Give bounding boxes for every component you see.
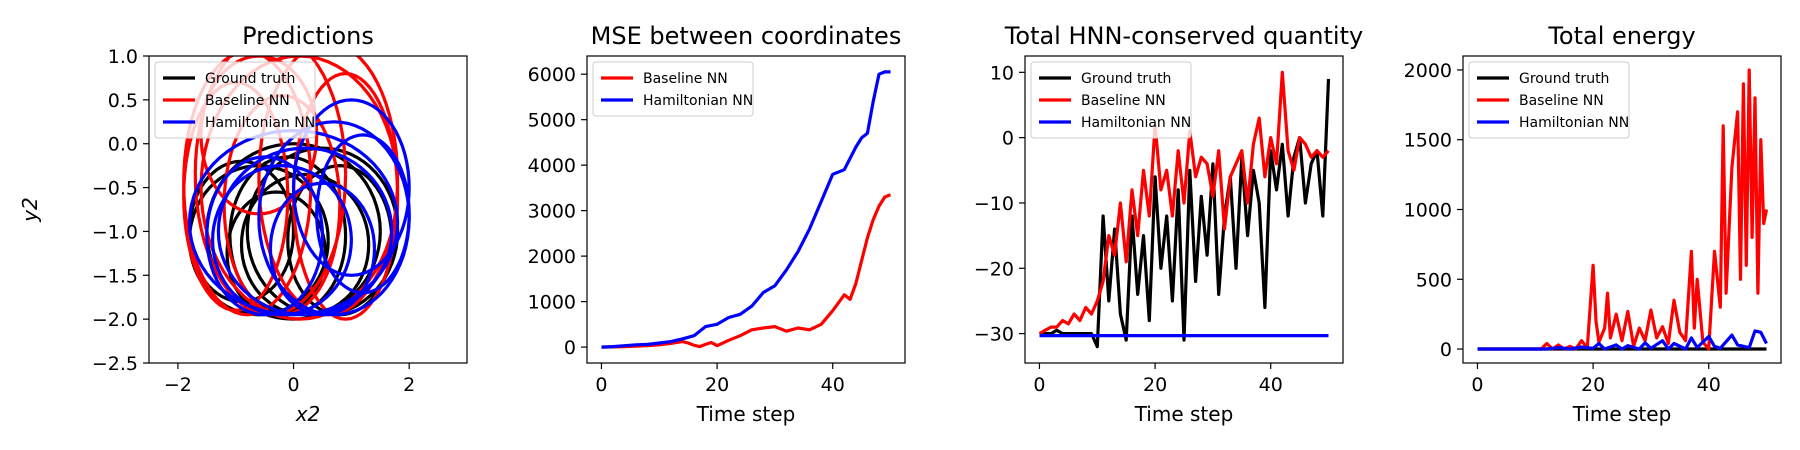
y-tick-label: 0.5 <box>108 90 138 112</box>
x-tick-label: 40 <box>821 374 845 396</box>
y-tick-label: −1.5 <box>92 265 138 287</box>
y-tick-label: 2000 <box>528 246 576 268</box>
plot-area <box>1038 70 1331 349</box>
legend-label-ground-truth: Ground truth <box>205 71 295 87</box>
y-axis-label: y2 <box>18 197 42 223</box>
plot-area <box>601 70 892 349</box>
series-line-hamiltonian-nn <box>216 146 394 317</box>
series-line-baseline-nn <box>193 56 348 317</box>
chart-title: Total energy <box>1547 22 1695 50</box>
x-tick-label: 0 <box>1033 374 1045 396</box>
y-tick-label: 1000 <box>1404 200 1452 222</box>
series-line-hamiltonian-nn <box>1477 329 1768 351</box>
y-tick-label: 6000 <box>528 64 576 86</box>
y-tick-label: −20 <box>974 258 1014 280</box>
legend: Ground truth Baseline NN Hamiltonian NN <box>1030 61 1192 139</box>
x-tick-label: 20 <box>1581 374 1605 396</box>
y-tick-label: −30 <box>974 324 1014 346</box>
legend-label-hamiltonian-nn: Hamiltonian NN <box>205 115 315 131</box>
x-axis-label: Time step <box>1134 402 1234 426</box>
legend-label-ground-truth: Ground truth <box>1081 71 1171 87</box>
y-tick-label: 1000 <box>528 292 576 314</box>
x-axis-label: x2 <box>295 402 321 426</box>
y-tick-label: −10 <box>974 193 1014 215</box>
y-tick-label: −1.0 <box>92 221 138 243</box>
panel-mse: 0 20 40 0 1000 2000 3000 4000 5000 6000 MSE betwee… <box>528 22 906 426</box>
axes-frame <box>586 55 906 364</box>
series-line-ground-truth <box>1039 78 1331 349</box>
y-tick-label: 0 <box>564 337 576 359</box>
legend-box <box>154 61 316 139</box>
axes-frame <box>1024 55 1344 364</box>
y-tick-label: 2000 <box>1404 60 1452 82</box>
x-tick-label: 0 <box>1471 374 1483 396</box>
y-tick-label: 10 <box>990 62 1014 84</box>
legend-label-baseline-nn: Baseline NN <box>205 93 290 109</box>
legend-box <box>1030 61 1192 139</box>
legend: Baseline NN Hamiltonian NN <box>592 61 754 117</box>
y-tick-label: −0.5 <box>92 178 138 200</box>
x-tick-label: 0 <box>595 374 607 396</box>
series-line-hamiltonian-nn <box>268 181 377 317</box>
x-tick-label: −2 <box>164 374 192 396</box>
y-tick-label: 1500 <box>1404 130 1452 152</box>
chart-title: Total HNN-conserved quantity <box>1004 22 1363 50</box>
chart-title: Predictions <box>242 22 374 50</box>
y-tick-label: 500 <box>1416 269 1452 291</box>
y-tick-label: −2.0 <box>92 309 138 331</box>
series-line-hamiltonian-nn <box>211 164 353 317</box>
legend-label-hamiltonian-nn: Hamiltonian NN <box>1519 115 1629 131</box>
y-tick-label: 4000 <box>528 155 576 177</box>
legend-label-baseline-nn: Baseline NN <box>1519 93 1604 109</box>
y-tick-label: 1.0 <box>108 46 138 68</box>
series-line-baseline-nn <box>1038 70 1330 335</box>
series-line-ground-truth <box>245 146 400 317</box>
chart-title: MSE between coordinates <box>591 22 902 50</box>
series-line-baseline-nn <box>601 193 892 349</box>
legend-label-hamiltonian-nn: Hamiltonian NN <box>1081 115 1191 131</box>
y-tick-label: 5000 <box>528 110 576 132</box>
panel-hnn-quantity: 0 20 40 10 0 −10 −20 −30 Total HNN-conserved qua… <box>974 22 1363 426</box>
y-tick-label: 0 <box>1002 128 1014 150</box>
series-line-baseline-nn <box>1477 68 1769 351</box>
x-tick-label: 40 <box>1259 374 1283 396</box>
axes-frame <box>148 55 468 364</box>
legend: Ground truth Baseline NN Hamiltonian NN <box>1468 61 1630 139</box>
x-tick-label: 20 <box>705 374 729 396</box>
y-tick-label: 0 <box>1440 339 1452 361</box>
x-tick-label: 20 <box>1143 374 1167 396</box>
legend-box <box>592 61 754 117</box>
panel-predictions: −2 0 2 1.0 0.5 0.0 −0.5 −1.0 −1.5 −2.0 −2.5 Predict… <box>18 22 468 426</box>
y-tick-label: −2.5 <box>92 353 138 375</box>
series-line-hamiltonian-nn <box>315 133 411 295</box>
legend: Ground truth Baseline NN Hamiltonian NN <box>154 61 316 139</box>
x-tick-label: 2 <box>403 374 415 396</box>
series-line-hamiltonian-nn <box>291 98 411 277</box>
series-line-hamiltonian-nn <box>205 155 325 317</box>
series-line-hamiltonian-nn <box>601 70 891 349</box>
x-axis-label: Time step <box>696 402 796 426</box>
y-tick-label: 3000 <box>528 201 576 223</box>
x-tick-label: 40 <box>1697 374 1721 396</box>
legend-label-hamiltonian-nn: Hamiltonian NN <box>643 93 753 109</box>
legend-label-baseline-nn: Baseline NN <box>643 71 728 87</box>
x-axis-label: Time step <box>1572 402 1672 426</box>
legend-box <box>1468 61 1630 139</box>
panel-total-energy: 0 20 40 2000 1500 1000 500 0 Total energy Time st… <box>1404 22 1782 426</box>
plot-area <box>1477 68 1769 351</box>
x-tick-label: 0 <box>287 374 299 396</box>
legend-label-baseline-nn: Baseline NN <box>1081 93 1166 109</box>
series-line-hamiltonian-nn <box>187 129 400 317</box>
series-line-baseline-nn <box>257 56 400 317</box>
y-tick-label: 0.0 <box>108 134 138 156</box>
legend-label-ground-truth: Ground truth <box>1519 71 1609 87</box>
